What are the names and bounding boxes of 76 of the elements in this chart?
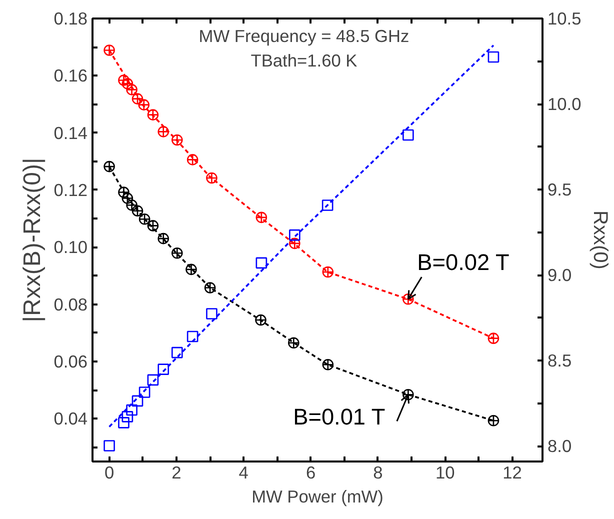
x-axis-title: MW Power (mW) [252,486,384,506]
point [206,308,218,320]
point [138,99,150,110]
point [132,93,144,104]
point [158,364,170,375]
point [147,220,159,232]
x-tick-label: 8 [373,462,383,482]
point [488,414,500,426]
point [147,109,159,120]
point [488,51,500,63]
point [138,386,150,398]
point [488,332,500,344]
point [255,314,266,326]
annotation: MW Frequency = 48.5 GHz [198,26,410,46]
point [402,294,414,305]
point [158,232,170,244]
y-tick-label: 0.14 [54,122,88,143]
point [122,192,134,204]
point [126,84,138,96]
y-tick-label: 0.04 [54,408,88,429]
point [402,388,414,400]
y-tick-label: 0.18 [54,8,88,28]
point [126,199,138,211]
point [322,266,334,278]
point [186,330,198,342]
y-tick-label: 0.08 [54,294,88,314]
y-axis-title: |Rxx(B)-Rxx(0)| [18,158,46,322]
x-tick-label: 4 [238,462,249,482]
annotation: B=0.02 T [417,248,510,275]
point [118,74,130,86]
point [132,395,144,407]
point [402,129,414,141]
point [186,264,197,276]
x-tick-label: 2 [172,462,182,482]
y2-tick-label: 10.5 [548,8,582,28]
point [322,200,334,211]
point [186,154,198,166]
y2-tick-label: 9.0 [548,265,572,286]
x-tick-label: 0 [104,462,114,482]
point [289,229,300,241]
point [104,44,115,56]
y2-tick-label: 9.5 [548,180,572,200]
point [171,346,183,358]
point [256,257,268,269]
point [322,358,334,370]
y-tick-label: 0.12 [54,180,88,200]
y2-axis-title: Rxx(0) [589,210,612,270]
point [147,374,159,386]
y2-tick-label: 8.0 [548,436,572,456]
x-tick-label: 10 [435,462,455,482]
point [158,126,170,138]
point [171,134,183,146]
point [256,212,268,224]
x-tick-label: 12 [502,462,522,482]
annotation: TBath=1.60 K [250,50,358,71]
point [122,411,134,422]
point [118,186,130,198]
x-tick-label: 6 [306,462,316,482]
point [288,337,300,349]
point [104,440,115,452]
y-tick-label: 0.16 [54,66,88,86]
y-tick-label: 0.10 [54,237,88,258]
point [171,247,183,259]
point [122,78,134,90]
y-tick-label: 0.06 [54,351,88,372]
point [289,238,300,250]
point [104,160,115,172]
point [118,417,130,428]
point [206,172,218,184]
point [132,205,144,216]
point [126,404,138,416]
y2-tick-label: 10.0 [548,94,582,114]
annotation: B=0.01 T [293,403,386,430]
y2-tick-label: 8.5 [548,350,572,371]
point [138,213,150,225]
point [204,282,216,294]
